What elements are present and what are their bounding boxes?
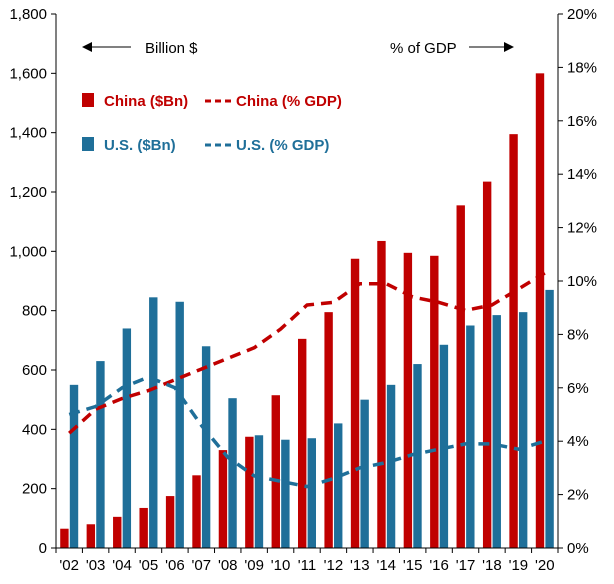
x-tick-label: '06 xyxy=(165,557,185,574)
y-left-tick-label: 1,200 xyxy=(9,184,47,201)
lines-layer xyxy=(68,271,546,489)
y-left-tick-label: 1,800 xyxy=(9,6,47,23)
x-tick-label: '07 xyxy=(192,557,212,574)
bar-us-bn xyxy=(281,439,290,548)
bar-china-bn xyxy=(139,507,148,548)
bar-china-bn xyxy=(86,524,96,548)
x-tick-label: '03 xyxy=(86,557,106,574)
y-right-tick-label: 8% xyxy=(567,326,589,343)
line-china-gdp xyxy=(68,271,546,435)
bar-china-bn xyxy=(509,134,518,548)
line-us-gdp xyxy=(68,375,546,489)
bar-us-bn xyxy=(545,289,554,548)
bar-us-bn xyxy=(149,297,158,548)
legend: China ($Bn) China (% GDP) U.S. ($Bn) U.S… xyxy=(82,93,342,154)
x-tick-label: '09 xyxy=(244,557,264,574)
bar-china-bn xyxy=(298,338,307,548)
bar-china-bn xyxy=(350,258,360,548)
x-tick-label: '18 xyxy=(482,557,502,574)
y-right-tick-label: 6% xyxy=(567,380,589,397)
y-right-tick-label: 10% xyxy=(567,273,597,290)
bar-china-bn xyxy=(165,496,175,548)
y-right-tick-label: 16% xyxy=(567,113,597,130)
x-tick-label: '11 xyxy=(298,557,316,574)
bar-us-bn xyxy=(386,384,396,548)
bar-us-bn xyxy=(518,312,528,548)
bar-us-bn xyxy=(254,435,264,548)
y-left-tick-label: 1,000 xyxy=(9,243,47,260)
bar-us-bn xyxy=(413,364,422,548)
bar-china-bn xyxy=(113,516,122,548)
bar-us-bn xyxy=(122,328,132,548)
bar-china-bn xyxy=(245,436,254,548)
y-right-tick-label: 4% xyxy=(567,433,589,450)
bar-us-bn xyxy=(492,315,501,548)
y-left-tick-label: 800 xyxy=(22,303,47,320)
y-left-tick-label: 200 xyxy=(22,481,47,498)
x-tick-label: '19 xyxy=(509,557,529,574)
legend-label-us-gdp: U.S. (% GDP) xyxy=(236,137,329,154)
y-right-tick-label: 18% xyxy=(567,59,597,76)
x-tick-label: '14 xyxy=(376,557,396,574)
bar-us-bn xyxy=(228,398,237,548)
bar-us-bn xyxy=(334,423,343,548)
ticks-layer: 0 200 400 600 800 1,000 1,200 1,400 1,600 1,800 0%… xyxy=(9,6,597,574)
y-right-tick-label: 2% xyxy=(567,487,589,504)
bar-china-bn xyxy=(456,205,465,548)
x-tick-label: '08 xyxy=(218,557,238,574)
legend-swatch-us-bn xyxy=(82,137,94,151)
bar-china-bn xyxy=(377,240,386,548)
legend-label-china-gdp: China (% GDP) xyxy=(236,93,342,110)
x-tick-label: '16 xyxy=(429,557,449,574)
left-axis-annotation-label: Billion $ xyxy=(145,40,198,57)
y-left-tick-label: 1,400 xyxy=(9,125,47,142)
bar-china-bn xyxy=(60,528,69,548)
x-tick-label: '17 xyxy=(456,557,476,574)
bar-us-bn xyxy=(466,325,475,548)
bar-us-bn xyxy=(96,361,105,548)
bar-us-bn xyxy=(69,384,79,548)
y-left-tick-label: 1,600 xyxy=(9,65,47,82)
bar-us-bn xyxy=(360,399,369,548)
right-axis-annotation: % of GDP xyxy=(390,40,514,57)
bar-china-bn xyxy=(192,475,201,548)
bar-china-bn xyxy=(218,450,228,548)
x-tick-label: '04 xyxy=(112,557,132,574)
bars-layer xyxy=(60,73,554,549)
x-tick-label: '15 xyxy=(403,557,423,574)
bar-china-bn xyxy=(482,181,492,548)
bar-china-bn xyxy=(403,252,413,549)
bar-us-bn xyxy=(307,438,316,548)
bar-china-bn xyxy=(430,255,439,549)
bar-us-bn xyxy=(439,344,449,548)
y-right-tick-label: 0% xyxy=(567,540,589,557)
x-tick-label: '02 xyxy=(59,557,79,574)
y-right-tick-label: 14% xyxy=(567,166,597,183)
left-axis-annotation: Billion $ xyxy=(82,40,198,57)
y-right-tick-label: 20% xyxy=(567,6,597,23)
y-right-tick-label: 12% xyxy=(567,220,597,237)
bar-china-bn xyxy=(535,73,545,548)
x-tick-label: '12 xyxy=(324,557,344,574)
bar-us-bn xyxy=(175,301,184,548)
x-tick-label: '10 xyxy=(271,557,291,574)
bar-china-bn xyxy=(271,395,280,548)
legend-label-china-bn: China ($Bn) xyxy=(104,93,188,110)
legend-swatch-china-bn xyxy=(82,93,94,107)
x-tick-label: '20 xyxy=(535,557,555,574)
right-axis-annotation-label: % of GDP xyxy=(390,40,457,57)
y-left-tick-label: 400 xyxy=(22,421,47,438)
y-left-tick-label: 600 xyxy=(22,362,47,379)
x-tick-label: '13 xyxy=(350,557,370,574)
bar-china-bn xyxy=(324,312,333,548)
legend-label-us-bn: U.S. ($Bn) xyxy=(104,137,176,154)
x-tick-label: '05 xyxy=(139,557,159,574)
bar-us-bn xyxy=(201,346,211,548)
y-left-tick-label: 0 xyxy=(39,540,47,557)
